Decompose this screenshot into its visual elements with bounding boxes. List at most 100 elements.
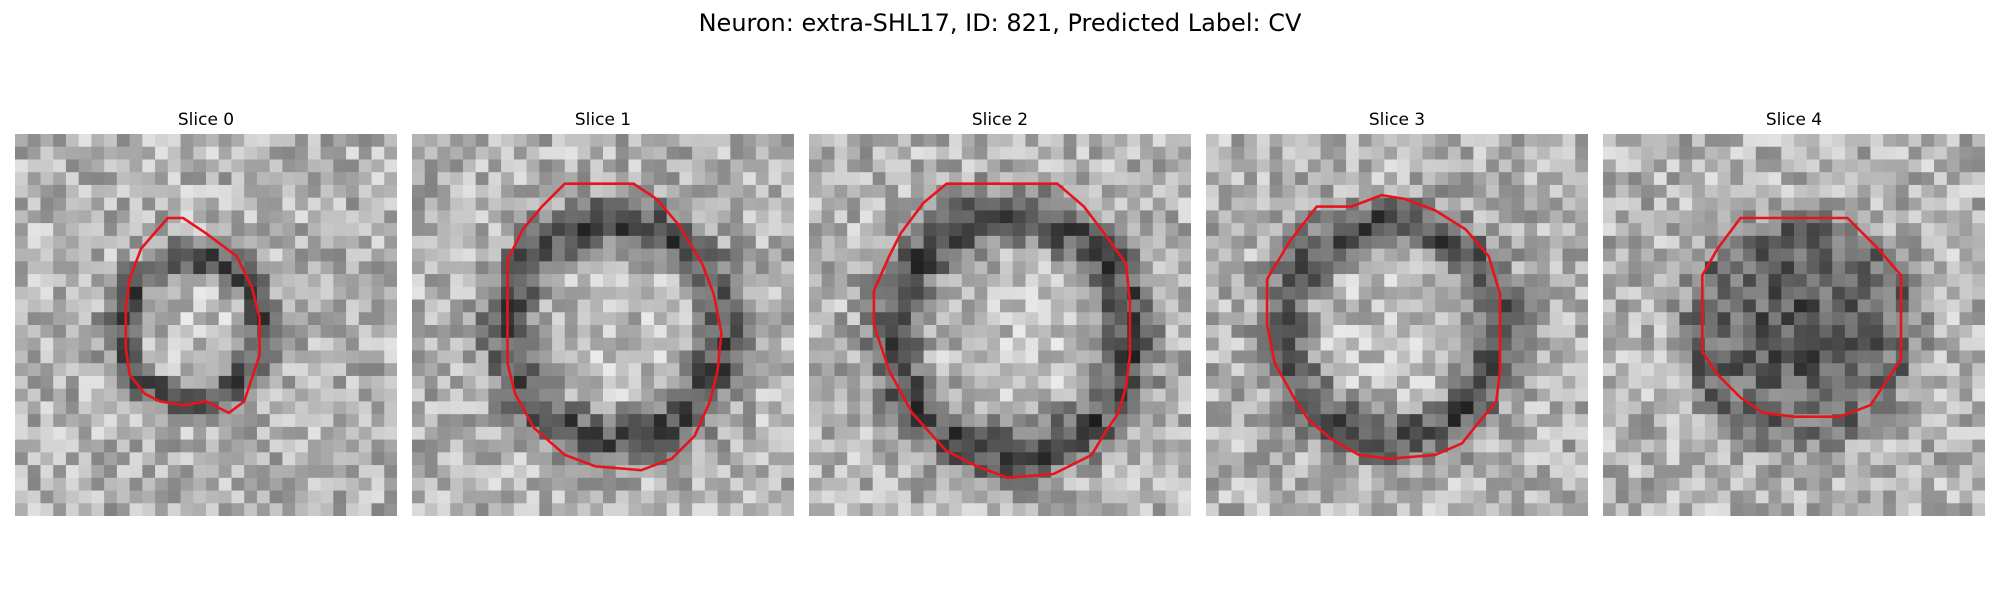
image-pixel bbox=[1050, 248, 1065, 262]
image-pixel bbox=[129, 452, 143, 466]
image-pixel bbox=[936, 337, 950, 351]
image-pixel bbox=[1140, 172, 1154, 186]
image-pixel bbox=[1794, 261, 1808, 275]
image-pixel bbox=[704, 490, 719, 504]
image-pixel bbox=[1114, 286, 1128, 301]
image-pixel bbox=[692, 146, 706, 160]
image-pixel bbox=[488, 274, 502, 288]
image-pixel bbox=[40, 350, 54, 364]
image-pixel bbox=[1127, 388, 1141, 402]
image-pixel bbox=[437, 350, 451, 364]
image-pixel bbox=[104, 477, 118, 492]
image-pixel bbox=[1883, 325, 1897, 339]
image-pixel bbox=[872, 223, 886, 237]
image-pixel bbox=[936, 274, 950, 288]
image-pixel bbox=[1152, 210, 1167, 224]
image-pixel bbox=[1959, 261, 1973, 275]
image-pixel bbox=[269, 248, 283, 262]
image-pixel bbox=[167, 235, 182, 250]
image-pixel bbox=[1346, 337, 1360, 351]
image-pixel bbox=[412, 452, 426, 466]
image-pixel bbox=[730, 223, 744, 237]
image-pixel bbox=[1615, 490, 1629, 504]
image-pixel bbox=[961, 210, 976, 224]
image-pixel bbox=[1498, 375, 1513, 390]
image-pixel bbox=[1549, 312, 1564, 326]
image-pixel bbox=[885, 286, 899, 301]
image-pixel bbox=[936, 388, 950, 402]
image-pixel bbox=[743, 286, 757, 301]
image-pixel bbox=[1806, 439, 1820, 453]
image-pixel bbox=[872, 312, 886, 326]
image-pixel bbox=[27, 401, 41, 415]
image-pixel bbox=[590, 363, 604, 377]
image-pixel bbox=[218, 146, 232, 160]
image-pixel bbox=[1140, 465, 1154, 479]
image-pixel bbox=[358, 134, 373, 148]
image-pixel bbox=[755, 159, 770, 173]
image-pixel bbox=[437, 261, 451, 275]
image-pixel bbox=[1140, 248, 1154, 262]
image-pixel bbox=[320, 286, 334, 301]
image-pixel bbox=[809, 325, 823, 339]
image-pixel bbox=[142, 350, 156, 364]
image-pixel bbox=[358, 452, 373, 466]
image-pixel bbox=[231, 299, 245, 313]
image-pixel bbox=[1794, 197, 1808, 211]
image-pixel bbox=[1101, 312, 1116, 326]
image-pixel bbox=[910, 159, 925, 173]
image-pixel bbox=[1755, 146, 1770, 160]
image-pixel bbox=[1307, 401, 1322, 415]
image-pixel bbox=[1743, 503, 1757, 516]
image-pixel bbox=[1025, 286, 1039, 301]
image-pixel bbox=[936, 299, 950, 313]
image-pixel bbox=[923, 134, 937, 148]
image-pixel bbox=[15, 248, 29, 262]
image-pixel bbox=[1603, 172, 1617, 186]
image-pixel bbox=[78, 375, 92, 390]
image-pixel bbox=[1244, 210, 1258, 224]
image-pixel bbox=[78, 388, 92, 402]
image-pixel bbox=[1524, 350, 1538, 364]
image-pixel bbox=[755, 210, 770, 224]
image-pixel bbox=[1127, 274, 1141, 288]
image-pixel bbox=[91, 503, 105, 516]
image-pixel bbox=[603, 490, 617, 504]
image-pixel bbox=[1114, 350, 1128, 364]
image-pixel bbox=[1371, 159, 1385, 173]
image-pixel bbox=[269, 184, 283, 199]
image-pixel bbox=[1743, 197, 1757, 211]
image-pixel bbox=[768, 248, 782, 262]
image-pixel bbox=[1358, 248, 1373, 262]
image-pixel bbox=[1537, 159, 1551, 173]
image-pixel bbox=[437, 286, 451, 301]
image-pixel bbox=[641, 363, 655, 377]
image-pixel bbox=[859, 503, 874, 516]
image-pixel bbox=[666, 363, 680, 377]
image-pixel bbox=[40, 401, 54, 415]
image-pixel bbox=[847, 134, 861, 148]
image-pixel bbox=[1934, 248, 1948, 262]
image-pixel bbox=[1870, 452, 1884, 466]
image-pixel bbox=[1089, 490, 1103, 504]
image-pixel bbox=[1575, 299, 1588, 313]
image-pixel bbox=[1628, 477, 1642, 492]
image-pixel bbox=[244, 325, 258, 339]
image-pixel bbox=[898, 490, 912, 504]
image-pixel bbox=[78, 414, 92, 428]
image-pixel bbox=[1218, 350, 1232, 364]
image-pixel bbox=[104, 248, 118, 262]
image-pixel bbox=[1870, 490, 1884, 504]
image-pixel bbox=[1870, 426, 1884, 441]
image-pixel bbox=[1269, 426, 1283, 441]
image-pixel bbox=[1358, 223, 1373, 237]
image-pixel bbox=[1231, 350, 1245, 364]
image-pixel bbox=[717, 388, 731, 402]
image-pixel bbox=[1333, 197, 1347, 211]
image-pixel bbox=[1819, 350, 1833, 364]
image-pixel bbox=[1101, 299, 1116, 313]
image-pixel bbox=[218, 261, 232, 275]
image-pixel bbox=[1012, 388, 1026, 402]
image-pixel bbox=[1934, 274, 1948, 288]
image-pixel bbox=[1050, 401, 1065, 415]
